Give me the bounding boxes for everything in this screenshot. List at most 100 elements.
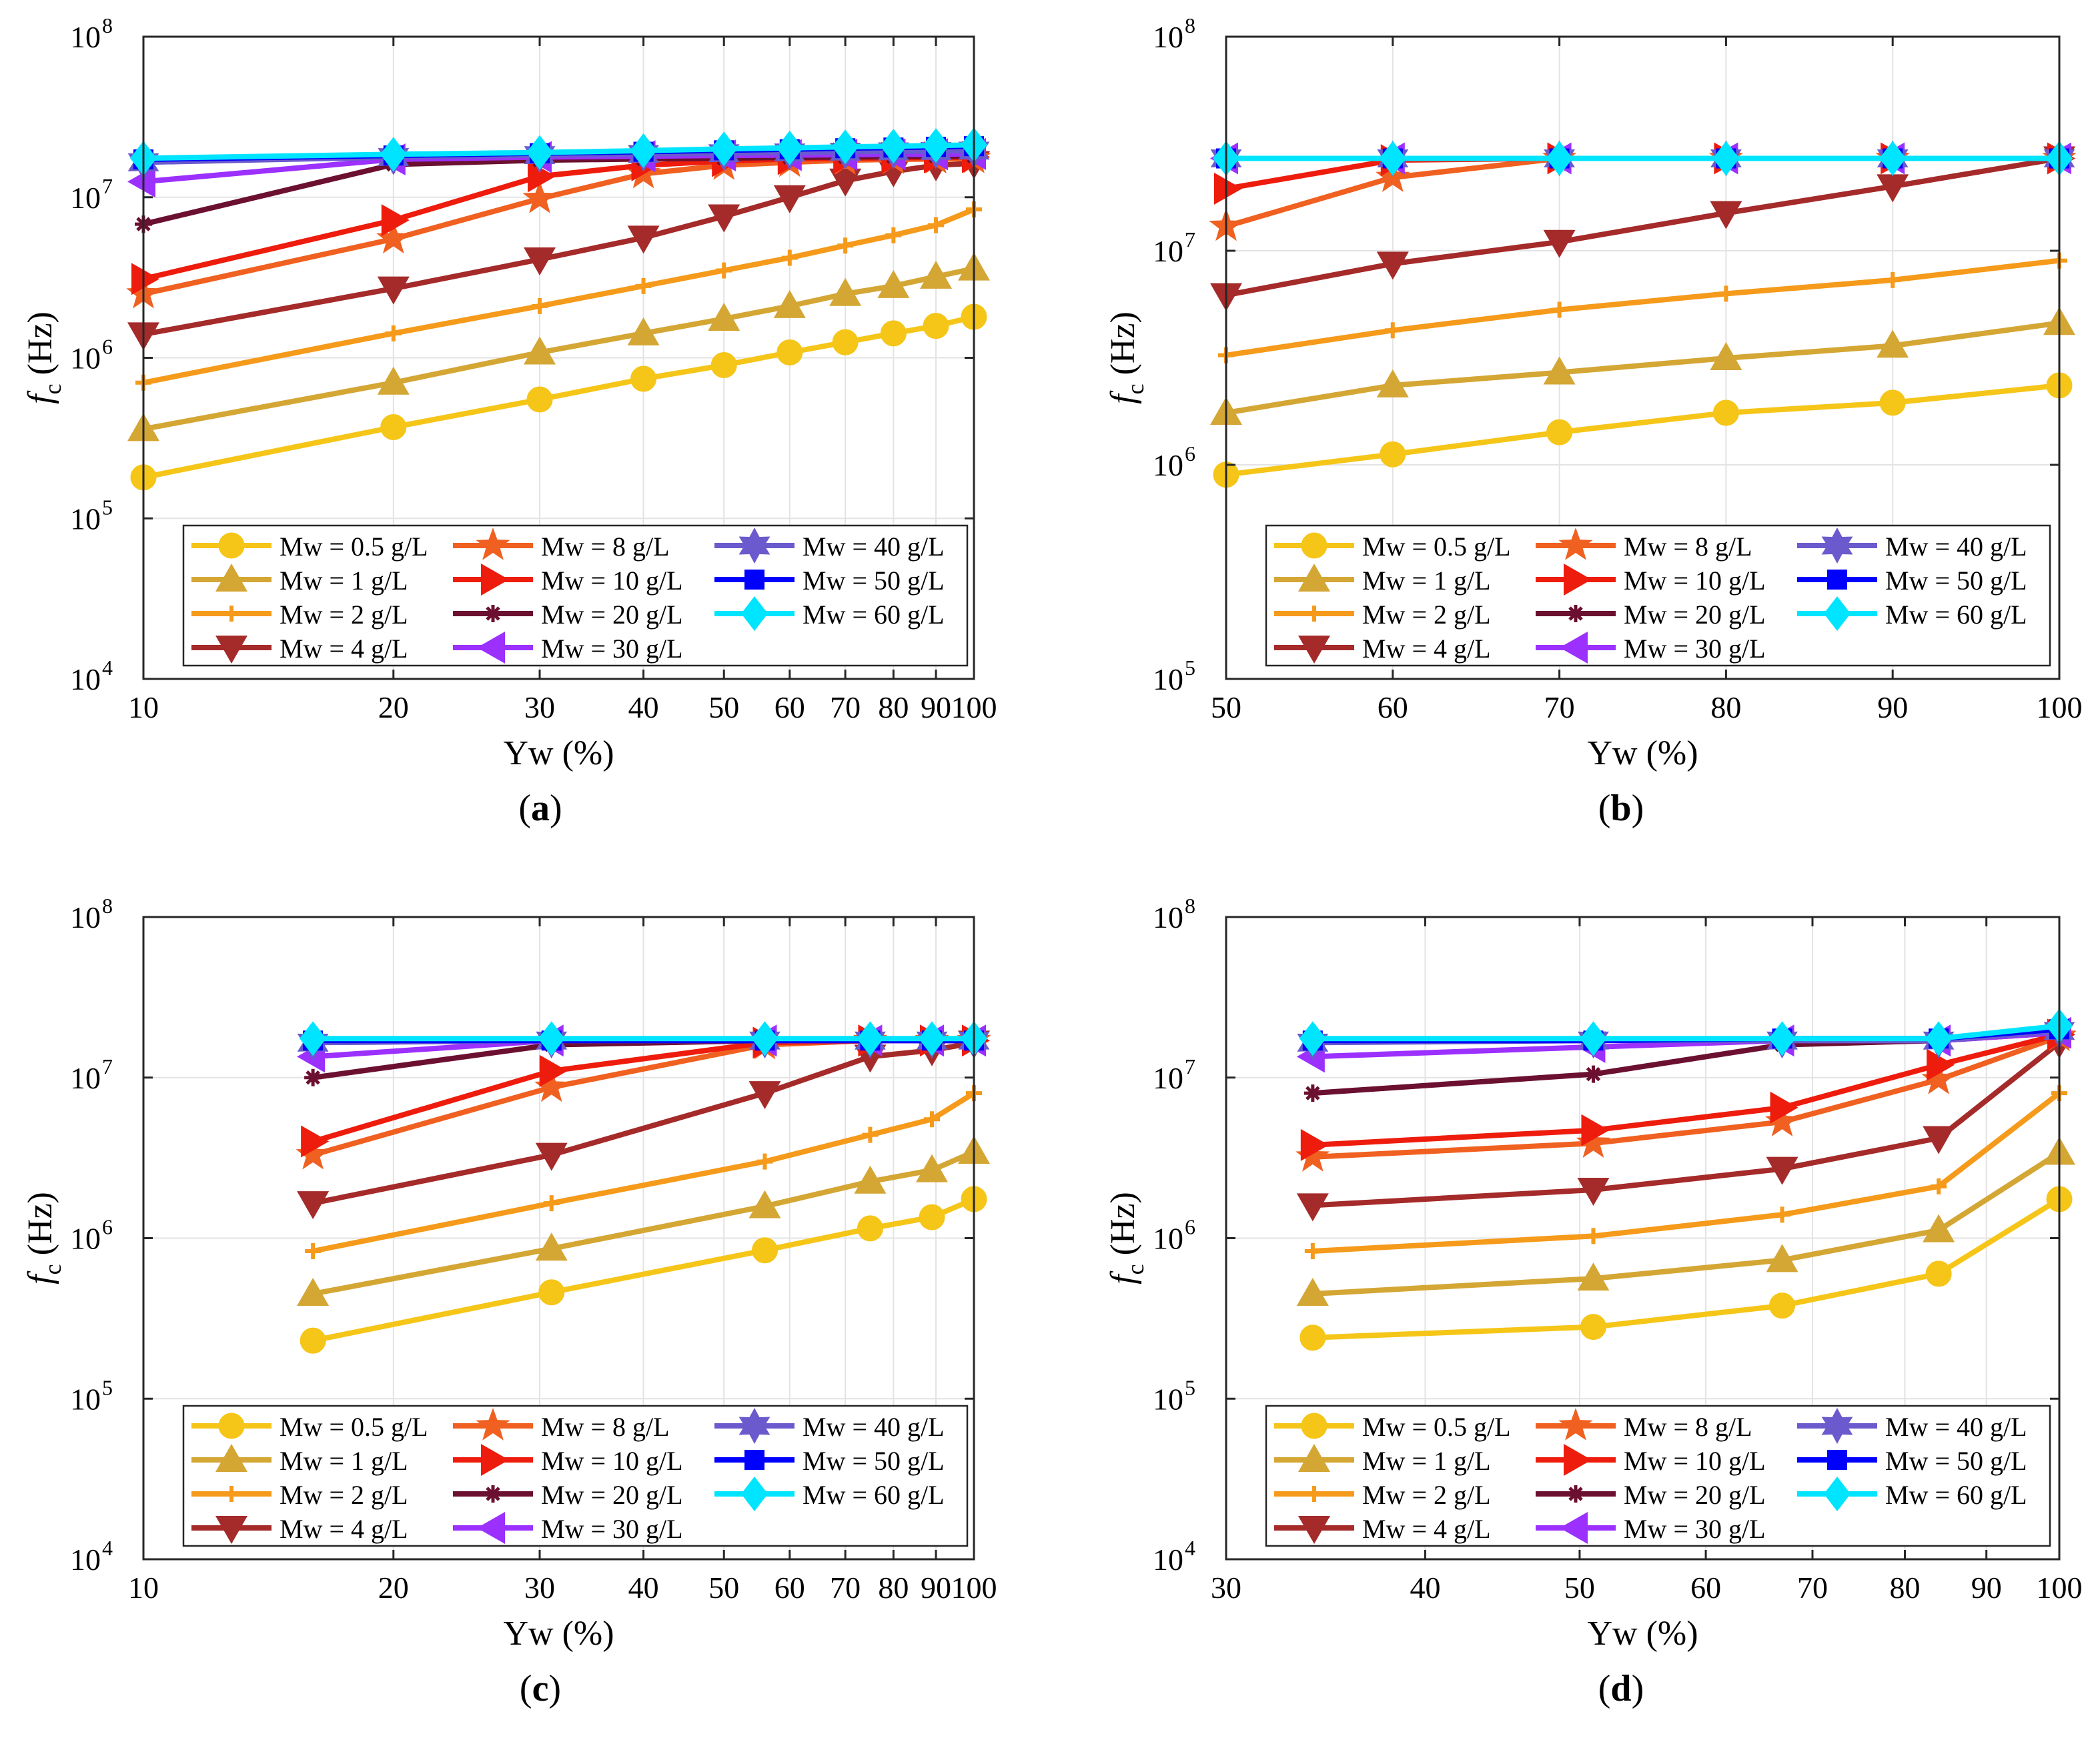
- axes-box: [1225, 35, 2061, 680]
- data-point: [535, 1142, 568, 1171]
- x-tick-label: 20: [378, 1571, 409, 1605]
- series-2-gl: [1304, 1085, 2067, 1259]
- y-tick-base: 10: [70, 1382, 101, 1416]
- legend-item: Mw = 0.5 g/L: [1274, 532, 1511, 562]
- legend-item: Mw = 4 g/L: [191, 1514, 408, 1544]
- legend-label: Mw = 10 g/L: [541, 566, 683, 596]
- x-tick-label: 90: [921, 690, 951, 724]
- legend-label: Mw = 4 g/L: [1362, 634, 1491, 664]
- data-point: [1295, 1138, 1330, 1172]
- legend-label: Mw = 1 g/L: [280, 1446, 408, 1476]
- data-point: [919, 1204, 945, 1230]
- legend-label: Mw = 10 g/L: [541, 1446, 683, 1476]
- data-point: [296, 1136, 330, 1170]
- legend-label: Mw = 50 g/L: [1885, 1446, 2027, 1476]
- data-point: [1543, 356, 1576, 385]
- data-point: [756, 1153, 773, 1170]
- data-point: [829, 277, 862, 306]
- legend-label: Mw = 8 g/L: [541, 532, 670, 562]
- legend-marker: [1564, 1444, 1592, 1476]
- series-60-gl: [130, 127, 987, 176]
- y-tick-label: 10 5: [1153, 1375, 1195, 1416]
- legend-marker: [477, 632, 505, 664]
- y-tick-exponent: 5: [1185, 1375, 1195, 1399]
- y-tick-base: 10: [1153, 900, 1183, 934]
- y-tick-label: 10 8: [70, 894, 113, 934]
- legend-item: Mw = 60 g/L: [1797, 1477, 2027, 1511]
- legend-marker: [215, 564, 247, 592]
- y-tick-base: 10: [1153, 20, 1183, 54]
- series-line: [1225, 155, 2060, 298]
- series-0.5-gl: [300, 1186, 987, 1354]
- data-point: [305, 1242, 322, 1259]
- legend-marker: [1558, 528, 1593, 560]
- x-tick-label: 60: [1690, 1571, 1721, 1605]
- x-tick-label: 80: [1890, 1571, 1921, 1605]
- legend-marker: [1558, 1408, 1593, 1441]
- legend-item: Mw = 60 g/L: [1797, 596, 2027, 631]
- data-point: [1927, 1048, 1955, 1081]
- data-point: [1879, 389, 1906, 416]
- y-tick-base: 10: [1153, 662, 1183, 696]
- x-tick-label: 100: [951, 690, 997, 724]
- legend-label: Mw = 0.5 g/L: [1362, 1412, 1511, 1442]
- data-point: [832, 129, 859, 165]
- legend-item: Mw = 1 g/L: [1274, 564, 1491, 596]
- legend-item: Mw = 20 g/L: [1536, 1480, 1766, 1510]
- x-axis-label: Yw (%): [1587, 734, 1698, 772]
- series-2-gl: [305, 1085, 982, 1259]
- y-tick-label: 10 5: [70, 495, 113, 536]
- legend-marker: [218, 1413, 245, 1439]
- x-tick-label: 50: [1564, 1571, 1595, 1605]
- data-point: [377, 366, 410, 395]
- legend-item: Mw = 60 g/L: [714, 1477, 945, 1511]
- legend-label: Mw = 20 g/L: [1624, 600, 1766, 630]
- data-point: [627, 317, 660, 345]
- y-tick-exponent: 4: [102, 656, 113, 680]
- legend-item: Mw = 50 g/L: [1797, 566, 2027, 596]
- y-tick-label: 10 5: [70, 1375, 113, 1416]
- y-tick-base: 10: [1153, 1382, 1183, 1416]
- legend-item: Mw = 4 g/L: [1274, 634, 1491, 664]
- data-point: [381, 204, 410, 237]
- y-label-sub: c: [39, 383, 66, 394]
- data-point: [1546, 419, 1573, 446]
- legend-item: Mw = 20 g/L: [453, 1480, 683, 1510]
- y-tick-label: 10 4: [70, 1536, 113, 1577]
- y-tick-exponent: 6: [102, 1215, 113, 1239]
- x-tick-label: 90: [1971, 1571, 2002, 1605]
- legend-marker: [1824, 596, 1851, 631]
- data-point: [1710, 342, 1742, 371]
- data-point: [781, 249, 798, 266]
- data-point: [748, 1190, 781, 1218]
- data-point: [1584, 1065, 1602, 1083]
- legend-label: Mw = 2 g/L: [280, 600, 408, 630]
- data-point: [1925, 1260, 1952, 1287]
- legend-item: Mw = 1 g/L: [191, 564, 408, 596]
- data-point: [1376, 251, 1409, 280]
- data-point: [526, 135, 554, 170]
- y-tick-exponent: 7: [102, 174, 113, 198]
- legend: Mw = 0.5 g/L Mw = 1 g/L Mw = 2 g/L Mw = 4 g…: [1265, 524, 2051, 667]
- data-point: [300, 1327, 326, 1354]
- y-axis-label: fc (Hz): [21, 311, 66, 404]
- legend-item: Mw = 2 g/L: [191, 600, 408, 630]
- x-tick-label: 60: [1378, 690, 1408, 724]
- legend-label: Mw = 20 g/L: [1624, 1480, 1766, 1510]
- legend-marker: [1827, 1450, 1847, 1470]
- data-point: [708, 302, 740, 331]
- legend-item: Mw = 2 g/L: [191, 1480, 408, 1510]
- legend-box: [1265, 524, 2051, 667]
- data-point: [1921, 1061, 1956, 1094]
- y-tick-label: 10 6: [70, 1215, 113, 1256]
- data-point: [832, 329, 859, 355]
- legend-label: Mw = 30 g/L: [1624, 1514, 1766, 1544]
- x-tick-label: 100: [2037, 1571, 2083, 1605]
- data-point: [1585, 1228, 1602, 1244]
- data-point: [1214, 172, 1242, 205]
- y-tick-exponent: 7: [1185, 227, 1195, 251]
